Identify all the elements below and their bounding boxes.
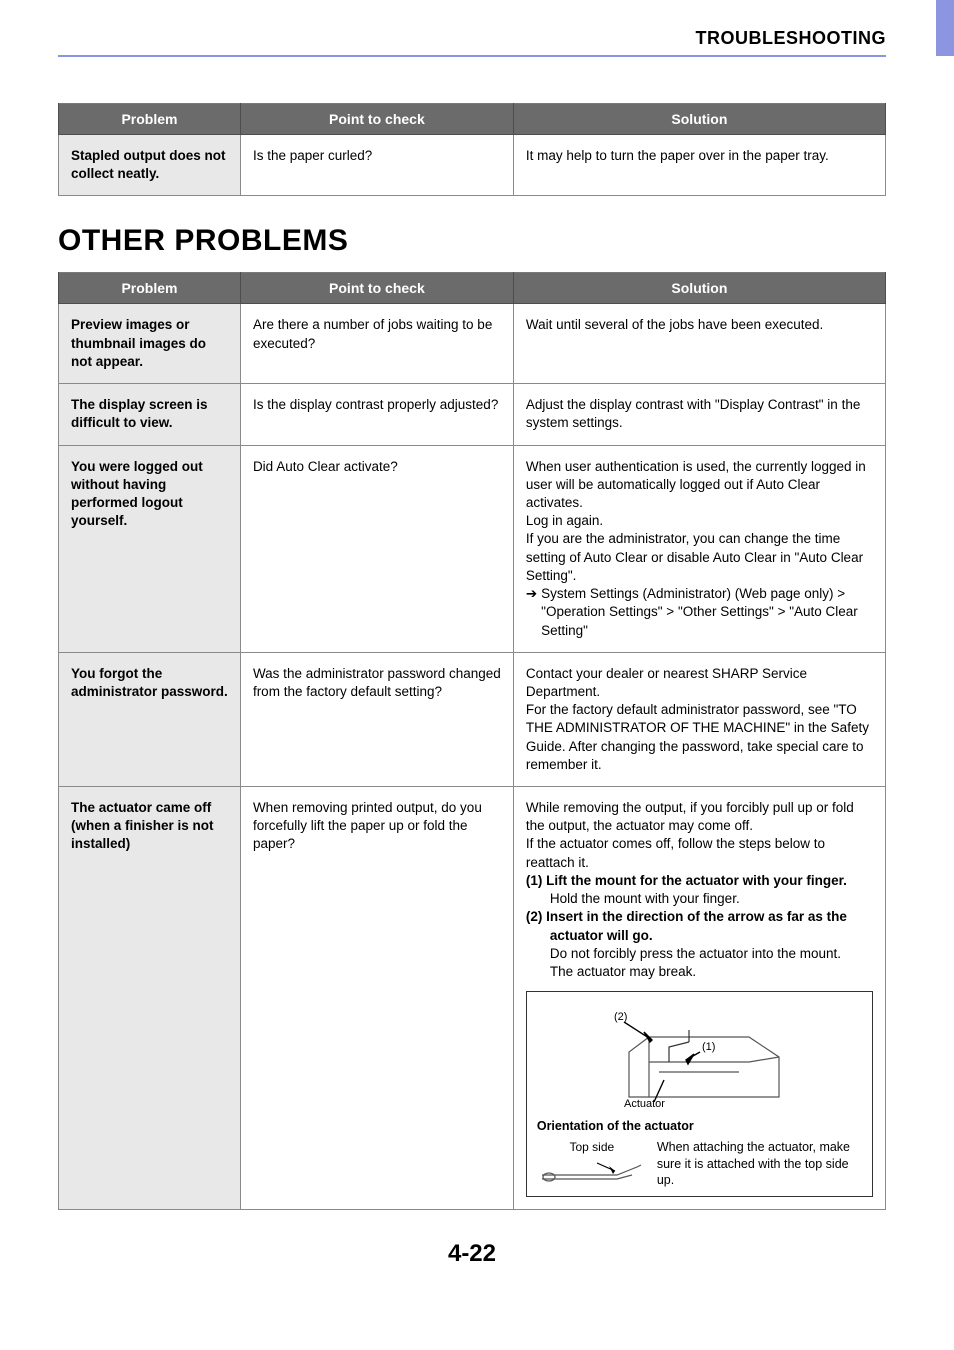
- cell-solution: It may help to turn the paper over in th…: [513, 135, 885, 196]
- table-row: You were logged out without having perfo…: [59, 445, 886, 652]
- cell-problem: The actuator came off (when a finisher i…: [59, 787, 241, 1210]
- cell-check: Is the paper curled?: [240, 135, 513, 196]
- page-title: TROUBLESHOOTING: [58, 28, 886, 49]
- svg-text:(2): (2): [614, 1011, 627, 1023]
- col-header-problem: Problem: [59, 273, 241, 304]
- solution-text: When user authentication is used, the cu…: [526, 458, 873, 513]
- solution-text: System Settings (Administrator) (Web pag…: [541, 585, 873, 640]
- troubleshooting-table-other: Problem Point to check Solution Preview …: [58, 272, 886, 1210]
- cell-solution: While removing the output, if you forcib…: [513, 787, 885, 1210]
- solution-text: While removing the output, if you forcib…: [526, 799, 873, 835]
- orientation-text: When attaching the actuator, make sure i…: [657, 1139, 862, 1188]
- solution-text: The actuator may break.: [526, 963, 873, 981]
- page-number: 4-22: [58, 1240, 886, 1268]
- solution-text: actuator will go.: [526, 927, 873, 945]
- cell-solution: Wait until several of the jobs have been…: [513, 304, 885, 384]
- solution-text: If you are the administrator, you can ch…: [526, 530, 873, 585]
- table-row: Preview images or thumbnail images do no…: [59, 304, 886, 384]
- table-row: The actuator came off (when a finisher i…: [59, 787, 886, 1210]
- page-header: TROUBLESHOOTING: [58, 28, 886, 57]
- solution-text: Do not forcibly press the actuator into …: [526, 945, 873, 963]
- solution-text: For the factory default administrator pa…: [526, 701, 873, 774]
- orientation-title: Orientation of the actuator: [537, 1118, 862, 1135]
- table-row: The display screen is difficult to view.…: [59, 384, 886, 445]
- table-row: Stapled output does not collect neatly. …: [59, 135, 886, 196]
- table-row: You forgot the administrator password.Wa…: [59, 652, 886, 786]
- svg-text:(1): (1): [702, 1041, 715, 1053]
- section-title: OTHER PROBLEMS: [58, 224, 886, 258]
- cell-check: Was the administrator password changed f…: [240, 652, 513, 786]
- cell-check: Are there a number of jobs waiting to be…: [240, 304, 513, 384]
- svg-text:Actuator: Actuator: [624, 1098, 665, 1110]
- printer-icon: (2) (1) Actuator: [594, 1002, 804, 1112]
- top-side-label: Top side: [537, 1139, 647, 1155]
- page-container: TROUBLESHOOTING Problem Point to check S…: [0, 0, 954, 1308]
- cell-problem: The display screen is difficult to view.: [59, 384, 241, 445]
- solution-text: Contact your dealer or nearest SHARP Ser…: [526, 665, 873, 701]
- solution-text: (1) Lift the mount for the actuator with…: [526, 872, 873, 890]
- arrow-right-icon: ➔: [526, 585, 537, 603]
- cell-check: Is the display contrast properly adjuste…: [240, 384, 513, 445]
- cell-check: Did Auto Clear activate?: [240, 445, 513, 652]
- col-header-solution: Solution: [513, 104, 885, 135]
- cell-solution: When user authentication is used, the cu…: [513, 445, 885, 652]
- actuator-diagram: (2) (1) Actuator Orientation of the actu…: [526, 991, 873, 1197]
- col-header-check: Point to check: [240, 104, 513, 135]
- actuator-side-icon: [537, 1157, 647, 1183]
- cell-problem: Preview images or thumbnail images do no…: [59, 304, 241, 384]
- col-header-problem: Problem: [59, 104, 241, 135]
- solution-text: Adjust the display contrast with "Displa…: [526, 396, 873, 432]
- solution-text: If the actuator comes off, follow the st…: [526, 835, 873, 871]
- solution-text: Log in again.: [526, 512, 873, 530]
- cell-check: When removing printed output, do you for…: [240, 787, 513, 1210]
- cell-problem: You forgot the administrator password.: [59, 652, 241, 786]
- cell-problem: You were logged out without having perfo…: [59, 445, 241, 652]
- troubleshooting-table-stapled: Problem Point to check Solution Stapled …: [58, 103, 886, 196]
- solution-text: (2) Insert in the direction of the arrow…: [526, 908, 873, 926]
- cell-solution: Adjust the display contrast with "Displa…: [513, 384, 885, 445]
- col-header-check: Point to check: [240, 273, 513, 304]
- solution-text: Hold the mount with your finger.: [526, 890, 873, 908]
- cell-solution: Contact your dealer or nearest SHARP Ser…: [513, 652, 885, 786]
- cell-problem: Stapled output does not collect neatly.: [59, 135, 241, 196]
- solution-text: Wait until several of the jobs have been…: [526, 316, 873, 334]
- col-header-solution: Solution: [513, 273, 885, 304]
